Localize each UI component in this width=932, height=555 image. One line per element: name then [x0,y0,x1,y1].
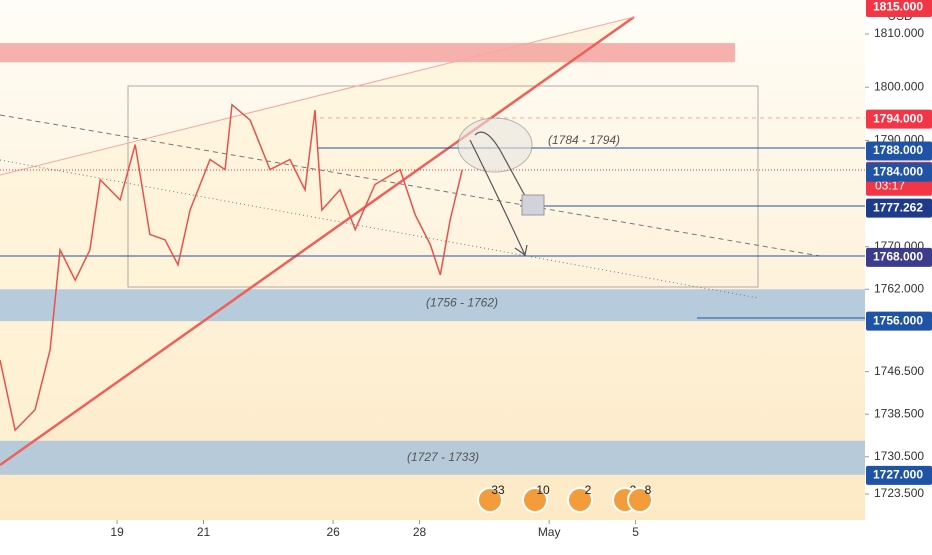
event-count: 10 [536,483,550,497]
event-icon [627,487,653,513]
price-badge [866,141,932,161]
range-box [127,85,759,288]
countdown: 03:17 [875,178,905,192]
zone-label: (1727 - 1733) [407,450,479,464]
annotation: (1784 - 1794) [548,133,620,147]
event-count: 8 [645,483,652,497]
target-box [521,194,545,216]
price-badge [866,465,932,485]
dotted-line [0,159,759,299]
target-ellipse [457,117,533,173]
price-axis [865,0,932,550]
price-badge-label: 1727.000 [873,468,923,482]
price-badge [866,311,932,331]
price-badge-label: 1784.000 [873,164,923,178]
event-count: 2 [585,483,592,497]
price-badge [866,198,932,218]
x-tick-label: 21 [197,525,211,539]
x-tick-label: May [538,525,561,539]
trend-line [0,16,635,176]
time-axis [0,520,865,550]
y-tick-label: 1730.500 [874,449,924,463]
y-tick-label: 1810.000 [874,26,924,40]
price-badge-label: 1777.262 [873,200,923,214]
price-badge-label: 1815.000 [873,0,923,14]
zone [0,440,865,475]
price-badge [866,247,932,267]
y-tick-label: 1738.500 [874,406,924,420]
x-tick-label: 5 [632,525,639,539]
price-line [0,103,464,432]
y-tick-label: 1800.000 [874,79,924,93]
price-badge-label: 1768.000 [873,250,923,264]
event-icon [522,487,548,513]
zone-label: (1756 - 1762) [426,295,498,309]
price-badge [866,109,932,129]
event-icon [567,487,593,513]
y-tick-label: 1723.500 [874,486,924,500]
dashed-line [0,114,821,257]
x-tick-label: 28 [413,525,427,539]
event-count: 33 [491,483,505,497]
price-badge-label: 1794.000 [873,111,923,125]
x-tick-label: 19 [110,525,124,539]
x-tick-label: 26 [326,525,340,539]
trend-line [0,15,635,467]
zone [0,289,865,322]
event-icon [477,487,503,513]
price-badge-label: 1756.000 [873,313,923,327]
y-tick-label: 1746.500 [874,364,924,378]
price-badge [866,0,932,17]
price-badge [866,162,932,182]
price-badge-label: 1788.000 [873,143,923,157]
y-tick-label: 1762.000 [874,281,924,295]
zone [0,43,735,63]
